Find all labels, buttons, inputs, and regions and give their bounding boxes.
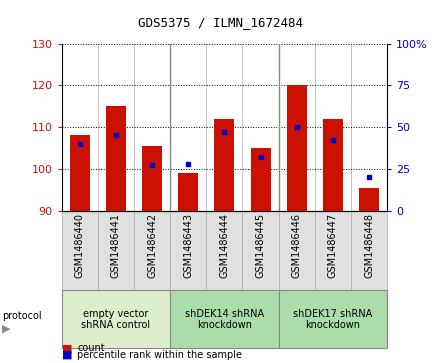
Text: ■: ■: [62, 343, 72, 353]
Bar: [251, 148, 271, 211]
Text: ■: ■: [62, 350, 72, 360]
Bar: [178, 173, 198, 211]
Bar: [287, 85, 307, 211]
Bar: [359, 188, 379, 211]
Text: percentile rank within the sample: percentile rank within the sample: [77, 350, 242, 360]
Text: ▶: ▶: [2, 323, 11, 334]
Text: shDEK17 shRNA
knockdown: shDEK17 shRNA knockdown: [293, 309, 373, 330]
Text: GDS5375 / ILMN_1672484: GDS5375 / ILMN_1672484: [138, 16, 303, 29]
Text: protocol: protocol: [2, 311, 42, 321]
Bar: [106, 106, 126, 211]
Bar: [214, 119, 235, 211]
Bar: [70, 135, 90, 211]
Text: shDEK14 shRNA
knockdown: shDEK14 shRNA knockdown: [185, 309, 264, 330]
Text: empty vector
shRNA control: empty vector shRNA control: [81, 309, 150, 330]
Bar: [323, 119, 343, 211]
Text: count: count: [77, 343, 105, 353]
Bar: [142, 146, 162, 211]
